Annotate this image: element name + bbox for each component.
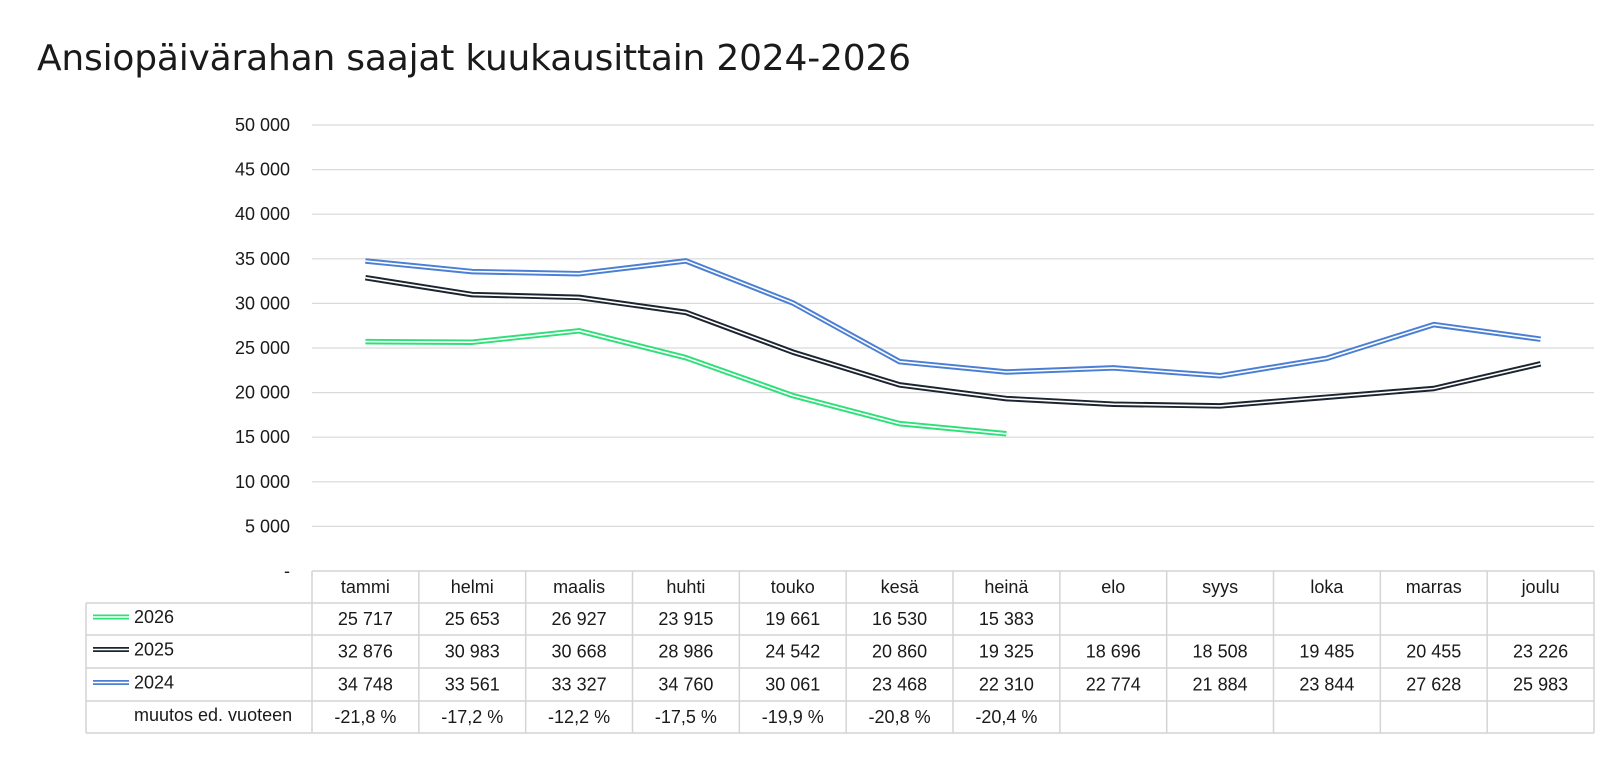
change-label: -19,9 %	[762, 707, 824, 727]
y-tick-label: 40 000	[235, 204, 290, 224]
y-tick-label: 30 000	[235, 293, 290, 313]
data-label: 22 774	[1086, 675, 1141, 695]
legend-label: 2024	[134, 673, 174, 693]
data-label: 23 844	[1299, 675, 1354, 695]
data-label: 20 860	[872, 642, 927, 662]
series-line-2024	[365, 258, 1541, 379]
category-label: maalis	[553, 577, 605, 597]
data-label: 33 561	[445, 675, 500, 695]
series-line-inner	[365, 276, 1541, 407]
data-label: 25 983	[1513, 675, 1568, 695]
legend-label: 2025	[134, 640, 174, 660]
data-label: 26 927	[552, 609, 607, 629]
y-tick-label: 15 000	[235, 427, 290, 447]
y-tick-label: 50 000	[235, 115, 290, 135]
series-line-2026	[365, 328, 1007, 437]
category-label: tammi	[341, 577, 390, 597]
data-label: 25 653	[445, 609, 500, 629]
change-label: -17,5 %	[655, 707, 717, 727]
y-axis-tick-labels: - 5 000 10 000 15 000 20 000 25 000 30 000 35 0…	[235, 115, 290, 581]
data-label: 18 696	[1086, 642, 1141, 662]
series-line-2025	[364, 274, 1542, 409]
change-label: -20,4 %	[975, 707, 1037, 727]
series-line-inner	[365, 260, 1541, 377]
category-label: huhti	[666, 577, 705, 597]
data-label: 22 310	[979, 675, 1034, 695]
change-label: -20,8 %	[869, 707, 931, 727]
y-tick-label: 45 000	[235, 160, 290, 180]
series-lines	[364, 258, 1542, 437]
category-label: helmi	[451, 577, 494, 597]
change-label: -12,2 %	[548, 707, 610, 727]
data-label: 34 760	[658, 675, 713, 695]
data-label: 19 485	[1299, 642, 1354, 662]
data-label: 28 986	[658, 642, 713, 662]
category-label: marras	[1406, 577, 1462, 597]
data-label: 23 468	[872, 675, 927, 695]
legend-label: 2026	[134, 607, 174, 627]
data-label: 19 325	[979, 642, 1034, 662]
category-label: kesä	[881, 577, 920, 597]
data-label: 25 717	[338, 609, 393, 629]
category-label: syys	[1202, 577, 1238, 597]
change-label: -21,8 %	[334, 707, 396, 727]
data-label: 30 983	[445, 642, 500, 662]
category-label: joulu	[1521, 577, 1560, 597]
series-line-outer	[365, 258, 1541, 379]
series-line-inner	[365, 330, 1007, 435]
y-tick-label: 25 000	[235, 338, 290, 358]
data-label: 23 915	[658, 609, 713, 629]
data-table: tammi helmi maalis huhti touko kesä heinä elo sy…	[85, 570, 1595, 734]
data-label: 30 061	[765, 675, 820, 695]
y-tick-label: 5 000	[245, 516, 290, 536]
y-tick-label: 35 000	[235, 249, 290, 269]
row-label: muutos ed. vuoteen	[134, 705, 292, 725]
category-label: loka	[1310, 577, 1344, 597]
data-label: 27 628	[1406, 675, 1461, 695]
series-line-outer	[365, 328, 1007, 437]
gridlines	[312, 124, 1594, 528]
data-label: 23 226	[1513, 642, 1568, 662]
data-label: 20 455	[1406, 642, 1461, 662]
data-label: 24 542	[765, 642, 820, 662]
data-label: 33 327	[552, 675, 607, 695]
data-label: 19 661	[765, 609, 820, 629]
category-label: elo	[1101, 577, 1125, 597]
data-label: 16 530	[872, 609, 927, 629]
change-label: -17,2 %	[441, 707, 503, 727]
data-label: 18 508	[1193, 642, 1248, 662]
data-label: 30 668	[552, 642, 607, 662]
y-tick-label: 20 000	[235, 383, 290, 403]
category-label: heinä	[984, 577, 1029, 597]
category-label: touko	[771, 577, 815, 597]
data-label: 21 884	[1193, 675, 1248, 695]
y-tick-label: 10 000	[235, 472, 290, 492]
data-label: 15 383	[979, 609, 1034, 629]
chart-title: Ansiopäivärahan saajat kuukausittain 202…	[37, 38, 911, 79]
data-label: 34 748	[338, 675, 393, 695]
y-tick-label: -	[284, 561, 290, 581]
data-label: 32 876	[338, 642, 393, 662]
